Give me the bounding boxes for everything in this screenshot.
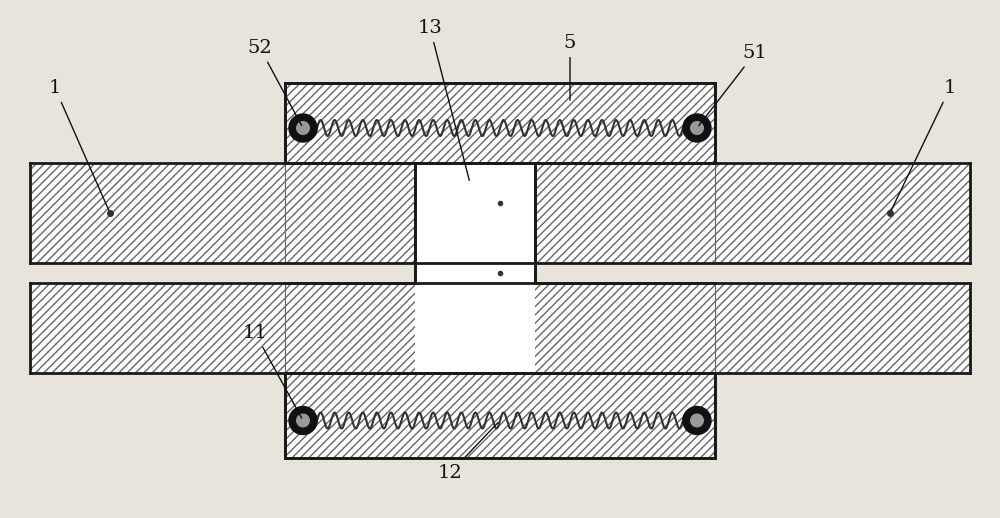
Text: 12: 12 xyxy=(438,423,498,482)
Text: 1: 1 xyxy=(891,79,956,210)
Text: 11: 11 xyxy=(243,324,302,418)
Text: 1: 1 xyxy=(49,79,109,210)
Bar xyxy=(30,283,970,373)
Circle shape xyxy=(289,407,317,435)
Bar xyxy=(30,163,285,263)
Circle shape xyxy=(289,114,317,142)
Text: 52: 52 xyxy=(248,39,302,125)
Bar xyxy=(285,83,715,163)
Circle shape xyxy=(691,122,703,134)
Bar xyxy=(285,163,715,263)
Bar xyxy=(285,373,715,458)
Circle shape xyxy=(683,114,711,142)
Bar xyxy=(285,283,715,373)
Bar xyxy=(415,163,535,373)
Text: 13: 13 xyxy=(418,19,469,180)
Circle shape xyxy=(691,414,703,427)
Bar xyxy=(715,283,970,373)
Bar xyxy=(285,373,715,458)
Bar xyxy=(415,163,535,283)
Bar xyxy=(30,283,285,373)
Circle shape xyxy=(683,407,711,435)
Bar xyxy=(285,83,715,163)
Circle shape xyxy=(297,122,309,134)
Text: 51: 51 xyxy=(699,44,767,126)
Circle shape xyxy=(297,414,309,427)
Bar xyxy=(715,163,970,263)
Text: 5: 5 xyxy=(564,34,576,100)
Bar xyxy=(30,163,970,263)
